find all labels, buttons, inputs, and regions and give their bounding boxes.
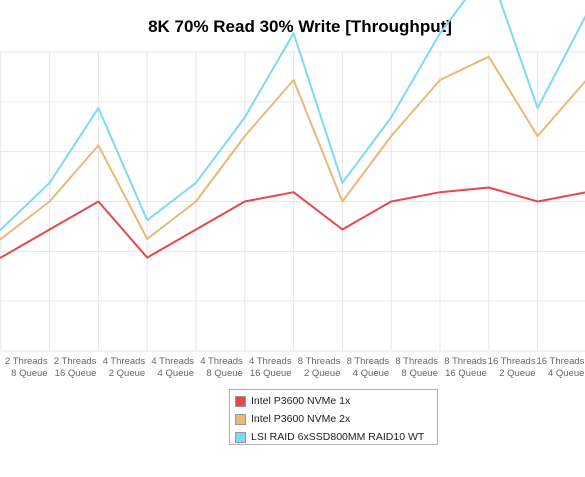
legend-swatch [235,431,246,443]
x-tick-label: 8 Threads 8 Queue [395,356,438,379]
x-tick-label: 8 Threads 16 Queue [444,356,487,379]
legend-swatch [235,395,246,407]
series-lines [0,0,585,259]
legend-item: Intel P3600 NVMe 1x [235,392,437,410]
legend-label: Intel P3600 NVMe 2x [251,413,351,425]
legend-item: LSI RAID 6xSSD800MM RAID10 WT [235,428,437,446]
x-tick-label: 8 Threads 2 Queue [298,356,341,379]
x-tick-label: 8 Threads 4 Queue [347,356,390,379]
series-line [0,186,585,259]
x-tick-label: 16 Threads 4 Queue [537,356,585,379]
series-line [0,0,585,232]
legend-swatch [235,413,246,425]
x-tick-label: 4 Threads 2 Queue [103,356,146,379]
legend-label: LSI RAID 6xSSD800MM RAID10 WT [251,431,425,443]
chart-title: 8K 70% Read 30% Write [Throughput] [148,17,452,36]
x-tick-label: 16 Threads 2 Queue [488,356,536,379]
grid [0,51,585,352]
legend-item: Intel P3600 NVMe 2x [235,410,437,428]
x-tick-label: 4 Threads 4 Queue [151,356,194,379]
x-tick-label: 2 Threads 16 Queue [54,356,97,379]
legend-label: Intel P3600 NVMe 1x [251,395,351,407]
x-tick-label: 4 Threads 16 Queue [249,356,292,379]
legend: Intel P3600 NVMe 1x Intel P3600 NVMe 2x … [229,389,438,445]
series-line [0,55,585,241]
x-tick-label: 4 Threads 8 Queue [200,356,243,379]
x-tick-label: 2 Threads 8 Queue [5,356,48,379]
